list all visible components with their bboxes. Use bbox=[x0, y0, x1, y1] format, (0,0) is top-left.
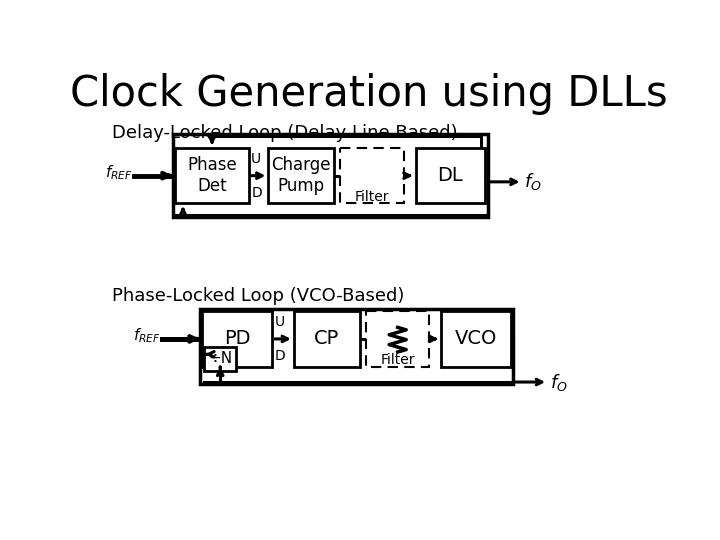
Text: U: U bbox=[274, 315, 284, 329]
Text: $f_O$: $f_O$ bbox=[549, 372, 567, 393]
Text: DL: DL bbox=[438, 166, 463, 185]
Text: CP: CP bbox=[314, 329, 339, 348]
Text: $f_O$: $f_O$ bbox=[524, 171, 541, 192]
Text: Phase-Locked Loop (VCO-Based): Phase-Locked Loop (VCO-Based) bbox=[112, 287, 404, 305]
Bar bbox=[173, 134, 487, 217]
Text: VCO: VCO bbox=[455, 329, 497, 348]
Text: D: D bbox=[274, 349, 285, 363]
Text: $f_{REF}$: $f_{REF}$ bbox=[105, 163, 132, 182]
Text: ÷N: ÷N bbox=[208, 352, 233, 367]
Bar bbox=[200, 309, 513, 384]
Text: D: D bbox=[251, 186, 262, 200]
Text: Filter: Filter bbox=[355, 190, 390, 204]
Bar bbox=[175, 148, 249, 204]
Bar bbox=[269, 148, 334, 204]
Text: PD: PD bbox=[224, 329, 251, 348]
Bar bbox=[294, 311, 360, 367]
Text: Clock Generation using DLLs: Clock Generation using DLLs bbox=[70, 73, 668, 115]
Bar bbox=[366, 311, 429, 367]
Text: U: U bbox=[251, 152, 261, 166]
Text: Filter: Filter bbox=[380, 354, 415, 368]
Bar bbox=[441, 311, 510, 367]
Bar bbox=[341, 148, 404, 204]
Text: Charge
Pump: Charge Pump bbox=[271, 156, 331, 195]
Text: $f_{REF}$: $f_{REF}$ bbox=[132, 327, 161, 345]
Bar bbox=[204, 347, 236, 372]
Bar bbox=[415, 148, 485, 204]
Bar bbox=[202, 311, 272, 367]
Text: Phase
Det: Phase Det bbox=[187, 156, 237, 195]
Text: Delay-Locked Loop (Delay Line Based): Delay-Locked Loop (Delay Line Based) bbox=[112, 124, 457, 141]
